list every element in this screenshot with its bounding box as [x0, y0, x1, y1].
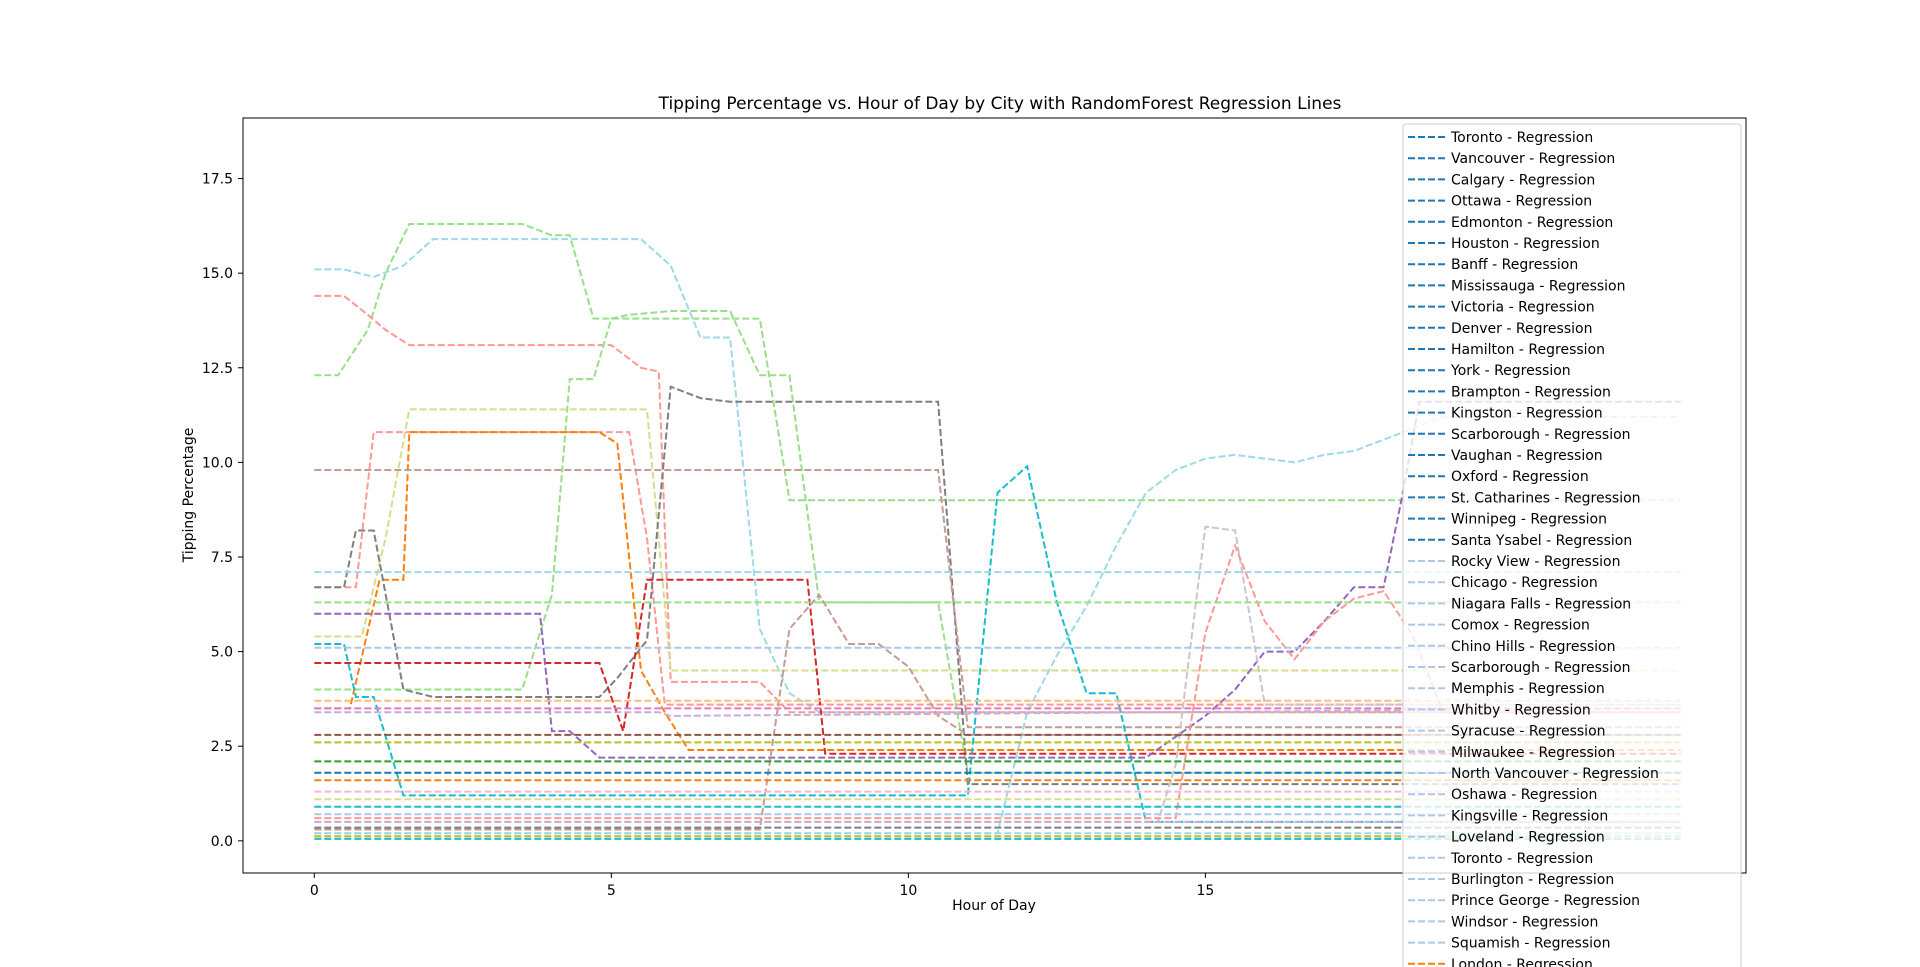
legend-label-2: Calgary - Regression [1451, 172, 1595, 188]
chart-title: Tipping Percentage vs. Hour of Day by Ci… [658, 94, 1342, 114]
legend-label-9: Denver - Regression [1451, 321, 1592, 337]
series-line-8 [314, 469, 1681, 729]
y-tick-label-3: 7.5 [211, 550, 233, 566]
legend-label-34: Toronto - Regression [1450, 851, 1593, 867]
legend-label-5: Houston - Regression [1451, 236, 1600, 252]
legend-label-15: Vaughan - Regression [1451, 448, 1603, 464]
y-tick-label-6: 15.0 [202, 266, 233, 282]
legend-label-27: Whitby - Regression [1451, 702, 1591, 718]
legend-label-29: Milwaukee - Regression [1451, 745, 1615, 761]
series-line-13 [314, 525, 1681, 823]
y-tick-label-1: 2.5 [211, 739, 233, 755]
x-tick-label-3: 15 [1196, 883, 1214, 899]
x-tick-label-2: 10 [899, 883, 917, 899]
series-line-10 [314, 464, 1681, 823]
series-line-12 [314, 400, 1681, 759]
legend-label-1: Vancouver - Regression [1451, 151, 1615, 167]
legend-label-30: North Vancouver - Regression [1451, 766, 1659, 782]
series-line-16 [314, 707, 1681, 717]
legend-label-17: St. Catharines - Regression [1451, 490, 1641, 506]
y-tick-label-7: 17.5 [202, 172, 233, 188]
y-tick-label-0: 0.0 [211, 834, 233, 850]
legend-label-37: Windsor - Regression [1451, 914, 1598, 930]
legend-label-31: Oshawa - Regression [1451, 787, 1597, 803]
legend-label-7: Mississauga - Regression [1451, 278, 1625, 294]
series-line-5 [314, 431, 1681, 706]
series-line-4 [314, 408, 1681, 672]
legend-label-18: Winnipeg - Regression [1451, 512, 1607, 528]
legend-label-0: Toronto - Regression [1450, 130, 1593, 146]
legend-label-20: Rocky View - Regression [1451, 554, 1620, 570]
legend-label-19: Santa Ysabel - Regression [1451, 533, 1632, 549]
y-tick-label-2: 5.0 [211, 645, 233, 661]
legend-label-10: Hamilton - Regression [1451, 342, 1605, 358]
series-line-6 [314, 431, 1681, 751]
legend-items: Toronto - Regression Vancouver - Regressi… [1408, 130, 1659, 967]
series-line-1 [314, 238, 1681, 714]
legend-label-38: Squamish - Regression [1451, 936, 1610, 952]
legend-label-8: Victoria - Regression [1451, 300, 1595, 316]
series-line-9 [314, 578, 1681, 755]
legend-label-28: Syracuse - Regression [1451, 724, 1606, 740]
x-tick-label-0: 0 [310, 883, 319, 899]
legend-label-24: Chino Hills - Regression [1451, 639, 1615, 655]
legend-label-36: Prince George - Regression [1451, 893, 1640, 909]
series-line-11 [314, 416, 1681, 835]
x-axis-label: Hour of Day [952, 898, 1036, 914]
legend-label-26: Memphis - Regression [1451, 681, 1605, 697]
legend-label-11: York - Regression [1450, 363, 1571, 379]
y-axis-label: Tipping Percentage [181, 428, 197, 564]
legend-label-25: Scarborough - Regression [1451, 660, 1631, 676]
legend-label-6: Banff - Regression [1451, 257, 1578, 273]
plot-frame [242, 117, 1747, 874]
y-tick-label-4: 10.0 [202, 455, 233, 471]
legend-label-33: Loveland - Regression [1451, 830, 1605, 846]
series-line-15 [314, 593, 1681, 831]
legend: Toronto - Regression Vancouver - Regressi… [1402, 123, 1742, 967]
legend-label-22: Niagara Falls - Regression [1451, 596, 1631, 612]
x-axis: 0 5 10 15 [310, 873, 1214, 899]
y-axis: 0.0 2.5 5.0 7.5 10.0 12.5 15.0 17.5 [202, 172, 243, 850]
legend-label-21: Chicago - Regression [1451, 575, 1598, 591]
series-line-2 [314, 294, 1681, 714]
legend-label-16: Oxford - Regression [1451, 469, 1589, 485]
x-tick-label-1: 5 [607, 883, 616, 899]
legend-label-23: Comox - Regression [1451, 618, 1590, 634]
legend-label-14: Scarborough - Regression [1451, 427, 1631, 443]
legend-label-13: Kingston - Regression [1451, 406, 1603, 422]
legend-label-12: Brampton - Regression [1451, 384, 1611, 400]
legend-label-3: Ottawa - Regression [1451, 194, 1592, 210]
legend-frame [1402, 123, 1742, 967]
legend-label-35: Burlington - Regression [1451, 872, 1614, 888]
series-line-7 [314, 385, 1681, 786]
legend-label-39: London - Regression [1451, 957, 1593, 967]
y-tick-label-5: 12.5 [202, 361, 233, 377]
legend-label-4: Edmonton - Regression [1451, 215, 1613, 231]
legend-label-32: Kingsville - Regression [1451, 808, 1608, 824]
series-line-3 [314, 310, 1681, 774]
